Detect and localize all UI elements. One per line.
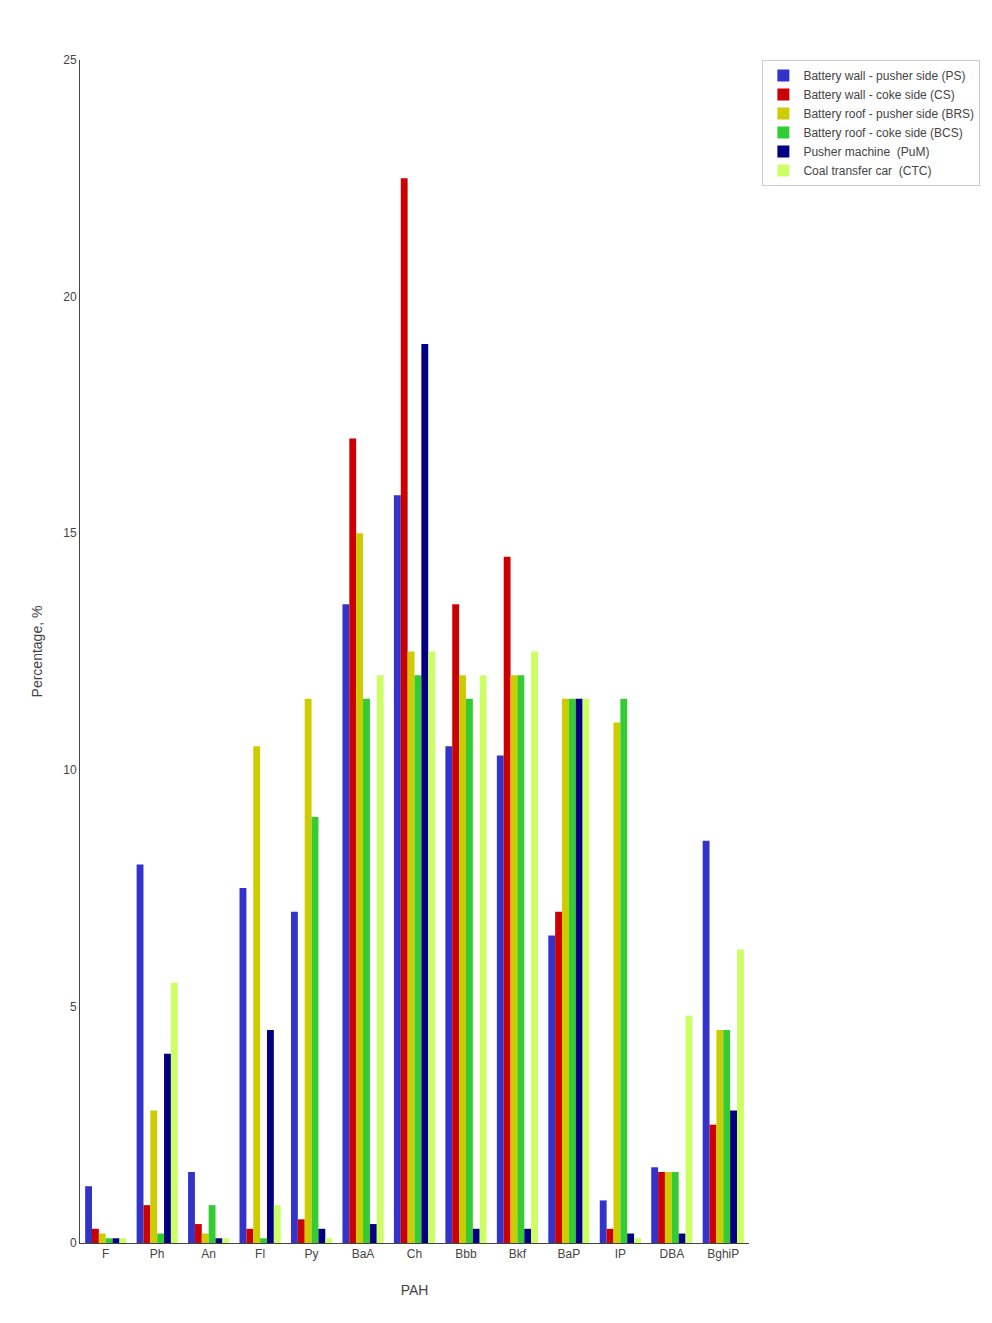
svg-text:Ph: Ph — [150, 1247, 165, 1261]
svg-text:BaP: BaP — [558, 1247, 581, 1261]
svg-text:DBA: DBA — [659, 1247, 684, 1261]
svg-text:BaA: BaA — [352, 1247, 375, 1261]
svg-text:Fl: Fl — [255, 1247, 265, 1261]
svg-text:PAH: PAH — [401, 1282, 429, 1298]
svg-text:BghiP: BghiP — [707, 1247, 739, 1261]
svg-text:Py: Py — [305, 1247, 319, 1261]
svg-text:Coal transfer car (CTC): Coal transfer car (CTC) — [803, 164, 931, 178]
svg-text:F: F — [102, 1247, 109, 1261]
svg-text:15: 15 — [63, 526, 77, 540]
svg-text:25: 25 — [63, 53, 77, 67]
svg-text:0: 0 — [70, 1236, 77, 1250]
svg-text:Battery wall - coke side (CS): Battery wall - coke side (CS) — [803, 88, 954, 102]
svg-text:Percentage, %: Percentage, % — [29, 606, 45, 698]
svg-text:An: An — [201, 1247, 216, 1261]
svg-text:Battery roof - coke side (BCS): Battery roof - coke side (BCS) — [803, 126, 962, 140]
svg-text:Battery roof - pusher side (BR: Battery roof - pusher side (BRS) — [803, 107, 974, 121]
svg-text:IP: IP — [615, 1247, 626, 1261]
svg-text:5: 5 — [70, 1000, 77, 1014]
svg-text:10: 10 — [63, 763, 77, 777]
svg-text:Battery wall - pusher side (PS: Battery wall - pusher side (PS) — [803, 69, 965, 83]
svg-text:Bkf: Bkf — [509, 1247, 527, 1261]
svg-text:Ch: Ch — [407, 1247, 422, 1261]
svg-text:20: 20 — [63, 290, 77, 304]
svg-text:Bbb: Bbb — [455, 1247, 477, 1261]
svg-text:Pusher machine (PuM): Pusher machine (PuM) — [803, 145, 929, 159]
